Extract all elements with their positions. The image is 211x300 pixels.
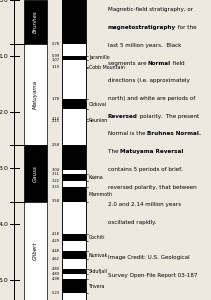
Text: polarity.  The present: polarity. The present: [138, 114, 199, 119]
Bar: [62, 279, 86, 293]
Text: Survey Open-File Report 03-187: Survey Open-File Report 03-187: [108, 273, 197, 278]
Text: 3.33: 3.33: [52, 185, 60, 189]
Text: last 5 million years.  Black: last 5 million years. Black: [108, 43, 181, 48]
Text: 5.0: 5.0: [0, 278, 8, 283]
Text: 3.11: 3.11: [52, 172, 60, 176]
Text: oscillated rapidly.: oscillated rapidly.: [108, 220, 156, 225]
Text: field: field: [171, 61, 185, 66]
Text: The: The: [108, 149, 120, 154]
Text: 1.78: 1.78: [52, 97, 60, 101]
Text: Sidufjall: Sidufjall: [89, 269, 108, 274]
Bar: [62, 174, 86, 181]
Text: Bruhnes Normal.: Bruhnes Normal.: [147, 131, 201, 136]
Text: Jaramillo: Jaramillo: [89, 55, 110, 60]
Text: segments are: segments are: [108, 61, 148, 66]
Text: 3.22: 3.22: [52, 178, 60, 183]
Text: 2.13: 2.13: [52, 117, 60, 122]
Text: 3.04: 3.04: [52, 169, 60, 172]
Text: 1.19: 1.19: [52, 65, 60, 69]
Text: Image Credit: U.S. Geological: Image Credit: U.S. Geological: [108, 255, 189, 260]
Bar: [62, 251, 86, 259]
Bar: [62, 145, 86, 170]
Text: 1.0: 1.0: [0, 54, 8, 58]
Text: Magnetic-field stratigraphy, or: Magnetic-field stratigraphy, or: [108, 8, 193, 13]
Text: 4.89: 4.89: [52, 272, 60, 276]
Text: Cobb Mountain: Cobb Mountain: [89, 65, 125, 70]
Text: Thvera: Thvera: [89, 284, 105, 289]
Text: Kaena: Kaena: [89, 175, 104, 180]
Text: 4.62: 4.62: [52, 257, 60, 261]
Text: 3.0: 3.0: [0, 166, 8, 171]
Text: Gilbert: Gilbert: [33, 242, 38, 260]
Text: magnetostratigraphy: magnetostratigraphy: [108, 25, 176, 30]
Text: 2.15: 2.15: [52, 118, 60, 123]
Bar: [62, 234, 86, 241]
Text: 1.07: 1.07: [52, 58, 60, 62]
Text: 4.80: 4.80: [52, 267, 60, 271]
Text: Matuyama: Matuyama: [33, 80, 38, 109]
Text: directions (i.e. approximately: directions (i.e. approximately: [108, 78, 189, 83]
Text: Reversed: Reversed: [108, 114, 138, 119]
Text: Mammoth: Mammoth: [89, 192, 113, 197]
Text: Gauss: Gauss: [33, 165, 38, 182]
Text: 0.0: 0.0: [0, 0, 8, 2]
Text: Olduvai: Olduvai: [89, 102, 107, 107]
Text: Normal: Normal: [148, 61, 171, 66]
Bar: [62, 56, 86, 60]
Text: 2.0: 2.0: [0, 110, 8, 115]
Text: reversed polarity, that between: reversed polarity, that between: [108, 184, 196, 190]
Text: 5.23: 5.23: [52, 291, 60, 295]
Bar: [24, 202, 47, 300]
Text: 4.29: 4.29: [52, 238, 60, 243]
Text: contains 5 periods of brief,: contains 5 periods of brief,: [108, 167, 183, 172]
Text: 4.98: 4.98: [52, 277, 60, 281]
Bar: [24, 145, 47, 202]
Text: 0.78: 0.78: [52, 42, 60, 46]
Text: Cochiti: Cochiti: [89, 235, 106, 240]
Bar: [24, 0, 47, 44]
Text: 4.48: 4.48: [52, 249, 60, 253]
Text: 4.18: 4.18: [52, 232, 60, 236]
Text: Reunion: Reunion: [89, 118, 108, 123]
Bar: [62, 99, 86, 109]
Bar: [62, 0, 86, 44]
Text: Normal is the: Normal is the: [108, 131, 147, 136]
Text: 2.58: 2.58: [52, 143, 60, 147]
Bar: [62, 0, 86, 300]
Text: 3.58: 3.58: [52, 199, 60, 203]
Bar: [62, 187, 86, 202]
Bar: [24, 44, 47, 145]
Text: 0.99: 0.99: [52, 53, 60, 58]
Text: Matuyama Reversal: Matuyama Reversal: [120, 149, 183, 154]
Text: 4.0: 4.0: [0, 222, 8, 227]
Bar: [62, 0, 86, 300]
Bar: [62, 269, 86, 274]
Text: Brunhes: Brunhes: [33, 11, 38, 33]
Text: Nunivak: Nunivak: [89, 253, 108, 258]
Text: for the: for the: [176, 25, 196, 30]
Text: 2.0 and 2.14 million years: 2.0 and 2.14 million years: [108, 202, 181, 207]
Text: north) and white are periods of: north) and white are periods of: [108, 96, 195, 101]
